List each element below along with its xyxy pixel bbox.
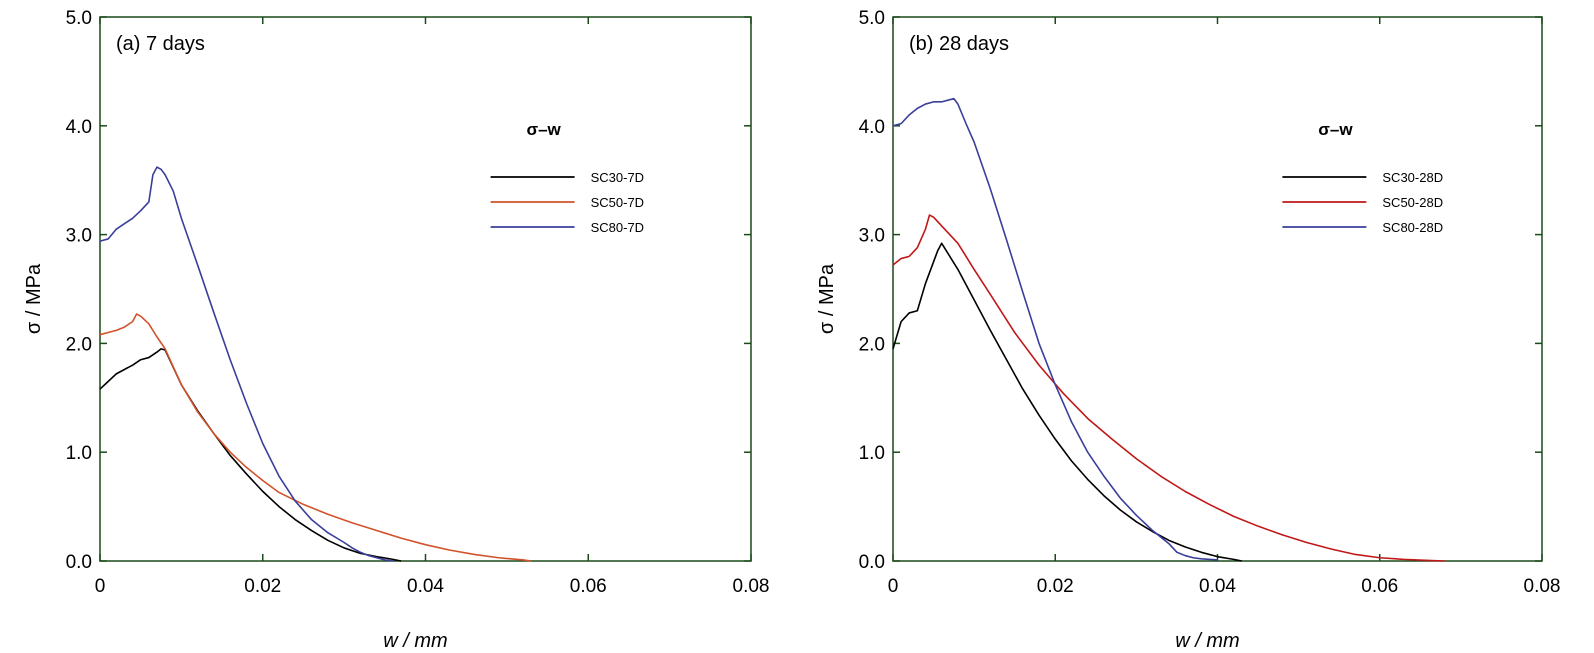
plot-frame xyxy=(892,16,1543,562)
y-tick-label: 5.0 xyxy=(859,8,885,29)
legend-title: σ–w xyxy=(1318,120,1353,139)
y-tick-label: 4.0 xyxy=(66,117,92,138)
legend-entry: SC80-28D xyxy=(1382,220,1443,235)
x-tick-label: 0.08 xyxy=(1524,576,1561,597)
x-tick-label: 0.06 xyxy=(570,576,607,597)
chart-panel-2: 0.0 1.0 2.0 3.0 4.0 5.0 0 0.02 0.04 0.06 0.08 w / m… xyxy=(816,8,1560,652)
y-tick-label: 0.0 xyxy=(859,552,885,573)
legend-entry: SC50-28D xyxy=(1382,195,1443,210)
y-tick-label: 1.0 xyxy=(859,443,885,464)
y-tick-label: 1.0 xyxy=(66,443,92,464)
y-tick-label: 5.0 xyxy=(66,8,92,29)
series-line-SC80-7D xyxy=(99,166,394,562)
legend-entry: SC30-28D xyxy=(1382,170,1443,185)
series-line-SC80-28D xyxy=(892,97,1218,561)
y-tick-label: 3.0 xyxy=(859,226,885,247)
x-tick-label: 0 xyxy=(888,576,899,597)
x-tick-label: 0.02 xyxy=(1037,576,1074,597)
legend-entry: SC30-7D xyxy=(591,170,644,185)
legend-entry: SC80-7D xyxy=(591,220,644,235)
y-tick-label: 0.0 xyxy=(66,552,92,573)
series-line-SC50-28D xyxy=(892,214,1445,562)
x-tick-label: 0.04 xyxy=(1199,576,1236,597)
series-line-SC50-7D xyxy=(99,313,532,562)
series-line-SC30-28D xyxy=(892,242,1242,562)
y-tick-label: 3.0 xyxy=(66,226,92,247)
panel-title: (a) 7 days xyxy=(116,33,205,55)
legend-entry: SC50-7D xyxy=(591,195,644,210)
x-axis-label: w / mm xyxy=(1175,630,1239,652)
x-tick-label: 0.06 xyxy=(1361,576,1398,597)
panel-title: (b) 28 days xyxy=(909,33,1009,55)
x-tick-label: 0.04 xyxy=(407,576,444,597)
x-tick-label: 0 xyxy=(95,576,106,597)
y-tick-label: 2.0 xyxy=(66,334,92,355)
y-axis-label: σ / MPa xyxy=(23,263,45,334)
legend-title: σ–w xyxy=(526,120,561,139)
series-line-SC30-7D xyxy=(99,348,402,562)
x-tick-label: 0.02 xyxy=(244,576,281,597)
x-axis-label: w / mm xyxy=(383,630,447,652)
y-tick-label: 4.0 xyxy=(859,117,885,138)
y-tick-label: 2.0 xyxy=(859,334,885,355)
plot-frame xyxy=(99,16,752,562)
y-axis-label: σ / MPa xyxy=(816,263,838,334)
x-tick-label: 0.08 xyxy=(733,576,770,597)
chart-panel-1: 0.0 1.0 2.0 3.0 4.0 5.0 0 0.02 0.04 0.06 0.08 w / m… xyxy=(23,8,769,652)
